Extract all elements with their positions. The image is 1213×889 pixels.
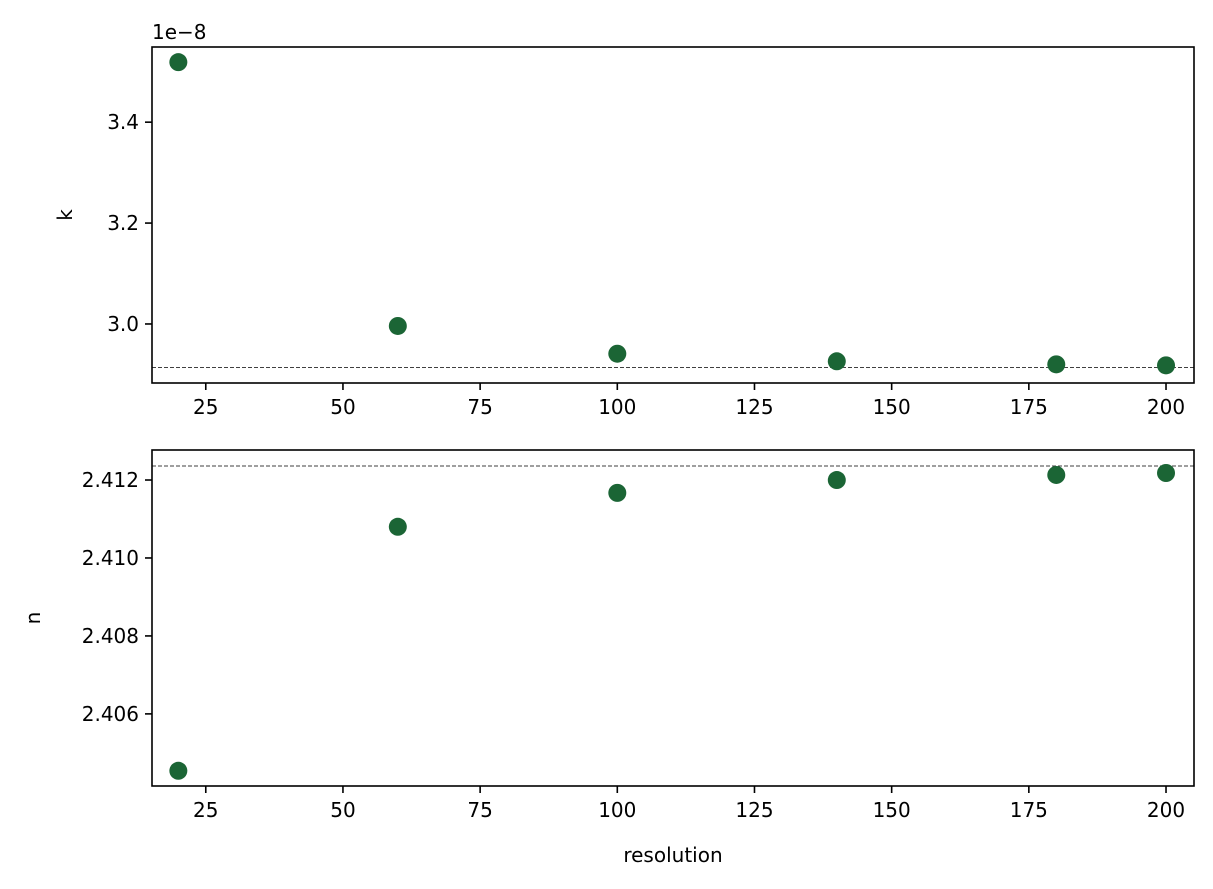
y-tick-label: 2.406 <box>82 702 139 726</box>
y-tick-label: 3.0 <box>107 312 139 336</box>
y-axis-label: n <box>21 612 45 625</box>
point <box>1047 465 1066 484</box>
y-tick-label: 3.2 <box>107 211 139 235</box>
x-tick-label: 50 <box>330 798 355 822</box>
x-tick-label: 75 <box>467 395 492 419</box>
x-tick-label: 200 <box>1147 395 1185 419</box>
axes-frame <box>151 46 1195 384</box>
x-tick-label: 125 <box>735 395 773 419</box>
point <box>608 483 627 502</box>
y-tick-label: 2.408 <box>82 624 139 648</box>
point <box>1047 355 1066 374</box>
point <box>388 316 407 335</box>
x-tick-label: 100 <box>598 395 636 419</box>
x-tick-label: 75 <box>467 798 492 822</box>
x-axis-label: resolution <box>623 843 722 867</box>
axes-frame <box>151 449 1195 787</box>
x-tick-label: 25 <box>193 798 218 822</box>
x-tick-label: 175 <box>1010 798 1048 822</box>
x-tick-label: 150 <box>873 395 911 419</box>
x-tick-label: 50 <box>330 395 355 419</box>
x-tick-label: 25 <box>193 395 218 419</box>
point <box>1157 463 1176 482</box>
x-tick-label: 200 <box>1147 798 1185 822</box>
y-tick-label: 2.410 <box>82 546 139 570</box>
point <box>1157 356 1176 375</box>
y-tick-label: 3.4 <box>107 110 139 134</box>
x-tick-label: 125 <box>735 798 773 822</box>
x-tick-label: 100 <box>598 798 636 822</box>
y-axis-label: k <box>53 209 77 221</box>
point <box>169 761 188 780</box>
point <box>827 471 846 490</box>
point <box>388 517 407 536</box>
y-tick-label: 2.412 <box>82 468 139 492</box>
x-tick-label: 175 <box>1010 395 1048 419</box>
point <box>608 344 627 363</box>
x-tick-label: 150 <box>873 798 911 822</box>
point <box>169 53 188 72</box>
offset-label: 1e−8 <box>152 20 207 44</box>
point <box>827 352 846 371</box>
